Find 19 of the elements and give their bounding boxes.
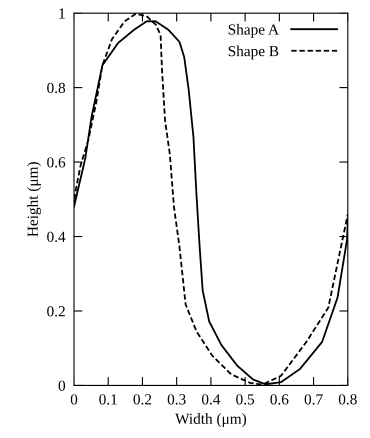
x-tick-label: 0.4 <box>202 394 220 405</box>
y-tick-label: 0.8 <box>47 82 66 94</box>
x-tick-label: 0.8 <box>338 394 357 405</box>
x-tick-label: 0.7 <box>304 394 323 405</box>
x-tick-label: 0.3 <box>168 394 186 405</box>
y-tick-label: 0.2 <box>47 306 65 316</box>
x-tick-label: 0 <box>70 394 78 405</box>
y-axis-title: Height (μm) <box>27 162 42 237</box>
y-tick-label: 0.4 <box>47 232 66 242</box>
x-axis-title: Width (μm) <box>175 413 246 428</box>
x-tick-label: 0.5 <box>236 394 254 405</box>
legend-label: Shape A <box>228 24 279 38</box>
y-tick-label: 0 <box>58 380 66 391</box>
y-tick-label: 0.6 <box>47 157 66 168</box>
legend-label: Shape B <box>228 46 278 60</box>
x-tick-label: 0.6 <box>270 394 288 405</box>
x-tick-label: 0.1 <box>99 394 117 405</box>
x-tick-label: 0.2 <box>133 394 152 405</box>
y-tick-label: 1 <box>59 8 65 18</box>
